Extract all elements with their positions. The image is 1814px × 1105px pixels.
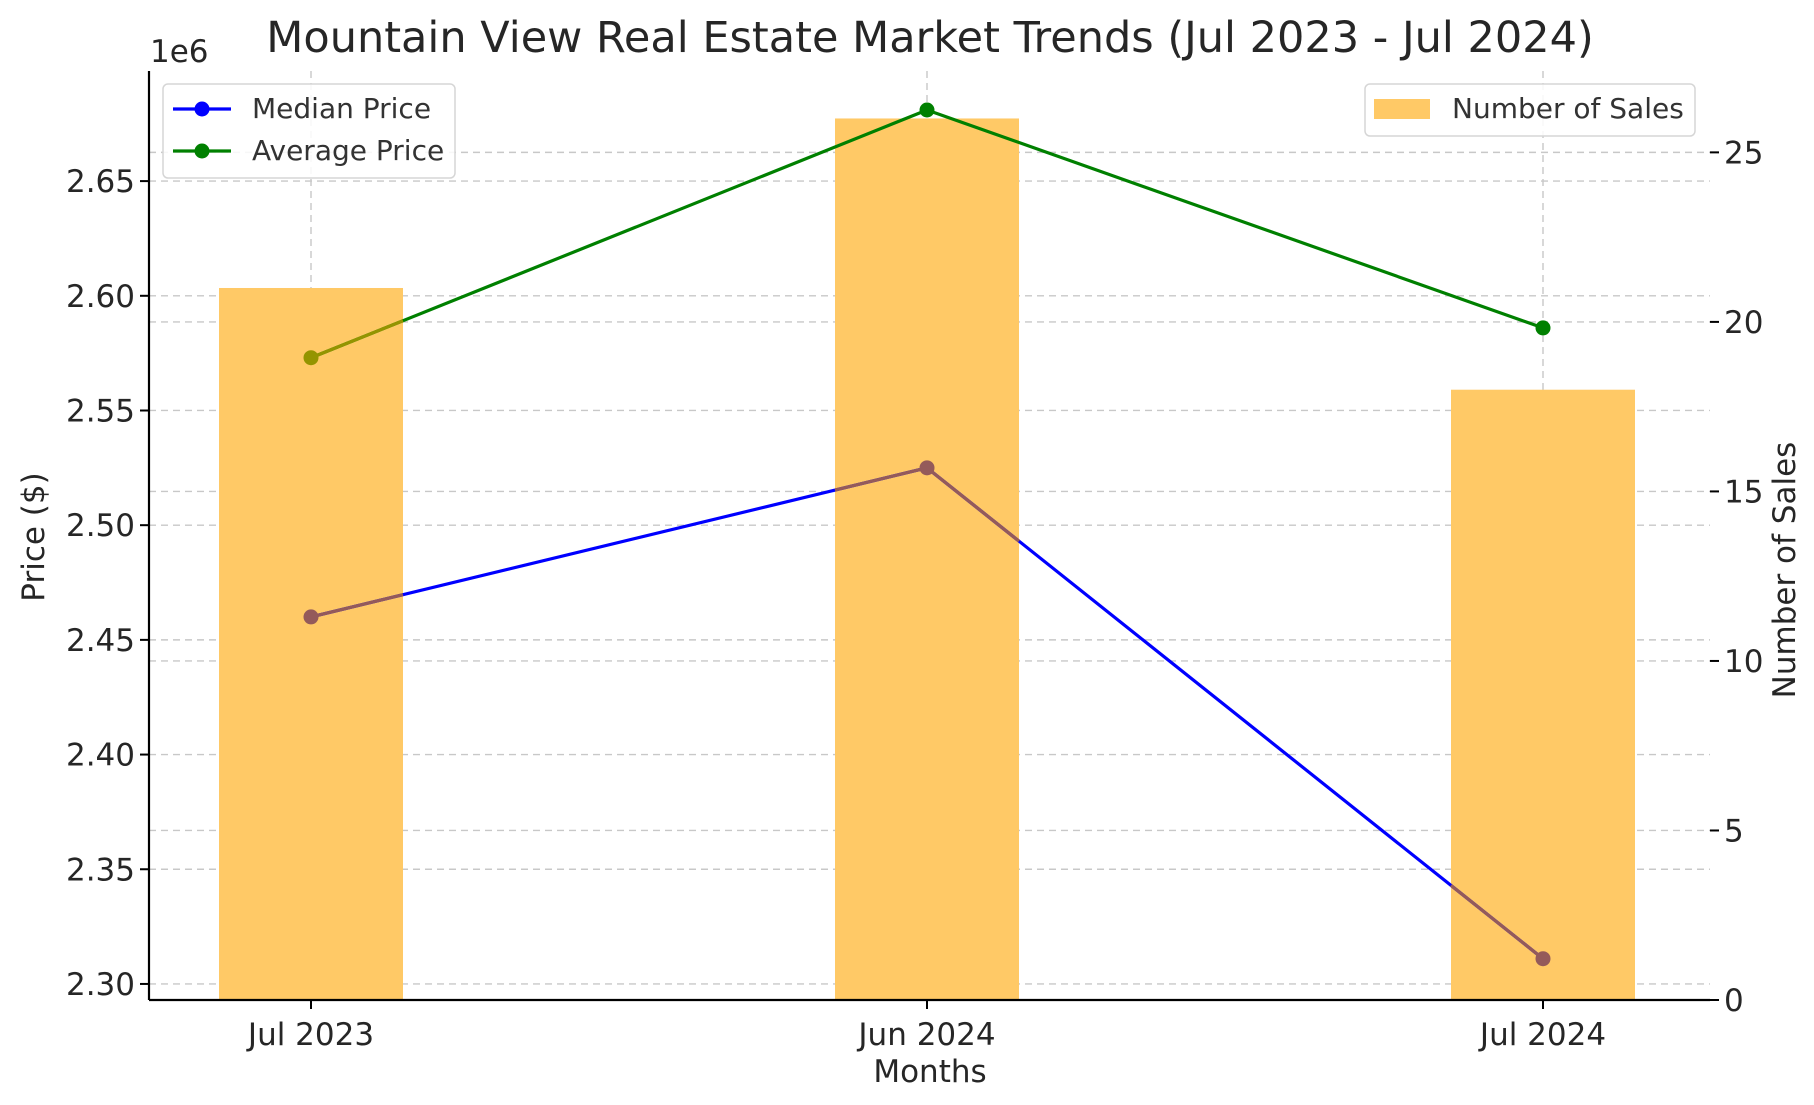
legend-layer: Median Price Average Price Number of Sales — [162, 83, 1696, 179]
y-offset-label: 1e6 — [150, 34, 209, 70]
left-tick-label: 2.35 — [66, 852, 135, 888]
series-line-over-bar — [310, 593, 404, 619]
legend-box-lines — [162, 83, 456, 179]
x-tick-label: Jun 2024 — [856, 1017, 995, 1053]
legend-box-bars — [1364, 83, 1696, 137]
right-tick-label: 10 — [1724, 644, 1763, 680]
series-line-over-bar — [926, 466, 1020, 543]
series-point — [303, 609, 319, 625]
legend-marker-swatch — [194, 143, 210, 159]
lines-layer — [303, 102, 1551, 967]
series-point — [919, 102, 935, 118]
series-line-over-bar — [834, 466, 928, 492]
right-tick-label: 15 — [1724, 474, 1763, 510]
bar — [835, 118, 1019, 1000]
left-tick-label: 2.45 — [66, 623, 135, 659]
right-tick-label: 25 — [1724, 135, 1763, 171]
legend-bar-swatch — [1374, 99, 1430, 119]
chart-title: Mountain View Real Estate Market Trends … — [266, 13, 1593, 63]
y-axis-label-right: Number of Sales — [1767, 442, 1803, 699]
series-point — [1535, 320, 1551, 336]
axes-layer: 2.30 2.35 2.40 2.45 2.50 2.55 2.60 2.65 0 5 10 15 20… — [66, 71, 1763, 1053]
x-axis-label: Months — [873, 1054, 986, 1090]
x-tick-label: Jul 2023 — [246, 1017, 374, 1053]
x-tick-label: Jul 2024 — [1478, 1017, 1606, 1053]
left-tick-label: 2.65 — [66, 164, 135, 200]
legend-label: Average Price — [252, 134, 444, 167]
bar — [1451, 389, 1635, 1001]
legend-label: Median Price — [252, 92, 431, 125]
y-axis-label-left: Price ($) — [16, 472, 52, 601]
legend-label: Number of Sales — [1452, 92, 1684, 125]
bars-layer — [219, 118, 1635, 1001]
series-line-over-bar — [310, 319, 404, 360]
left-tick-label: 2.60 — [66, 279, 135, 315]
series-point — [919, 460, 935, 476]
series-point — [303, 350, 319, 366]
left-tick-label: 2.30 — [66, 967, 135, 1003]
legend-marker-swatch — [194, 101, 210, 117]
bar — [219, 287, 403, 1001]
left-tick-label: 2.50 — [66, 508, 135, 544]
series-point — [1535, 951, 1551, 967]
right-tick-label: 20 — [1724, 305, 1763, 341]
right-tick-label: 5 — [1724, 813, 1744, 849]
left-tick-label: 2.40 — [66, 738, 135, 774]
series-line-over-bar — [1450, 884, 1544, 960]
left-tick-label: 2.55 — [66, 393, 135, 429]
right-tick-label: 0 — [1724, 983, 1744, 1019]
